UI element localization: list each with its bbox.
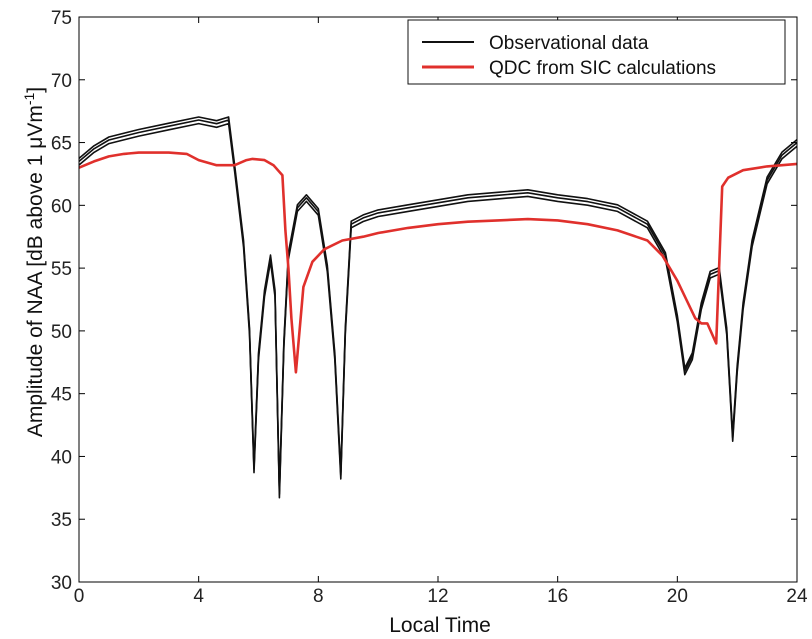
legend-label-observed: Observational data: [489, 33, 649, 54]
y-tick-label: 40: [51, 447, 72, 468]
legend-label-qdc: QDC from SIC calculations: [489, 58, 716, 79]
plot-frame: [78, 16, 798, 583]
series-line-observed-trace-3: [78, 122, 798, 499]
y-axis-title: Amplitude of NAA [dB above 1 μVm-1]: [21, 87, 47, 437]
plot-area: [78, 116, 798, 499]
legend-box: [407, 19, 786, 85]
x-tick-label: 4: [193, 586, 204, 607]
x-axis-title: Local Time: [389, 614, 491, 637]
x-tick-label: 12: [427, 586, 448, 607]
y-tick-label: 70: [51, 71, 72, 92]
y-axis-title-main: Amplitude of NAA [dB above 1 μVm: [24, 105, 47, 437]
y-tick-label: 35: [51, 510, 72, 531]
legend: Observational data QDC from SIC calculat…: [407, 19, 786, 85]
axes: 0 4 8 12 16 20 24 30 35 40 45 50 55 60 65 70 75: [51, 8, 808, 607]
y-tick-label: 60: [51, 196, 72, 217]
x-tick-label: 8: [313, 586, 324, 607]
y-tick-label: 65: [51, 134, 72, 155]
x-tick-label: 20: [667, 586, 688, 607]
y-tick-label: 30: [51, 573, 72, 594]
y-axis-title-superscript: -1: [21, 93, 37, 106]
y-tick-label: 50: [51, 322, 72, 343]
y-tick-label: 75: [51, 8, 72, 29]
x-tick-label: 0: [74, 586, 85, 607]
x-tick-label: 16: [547, 586, 568, 607]
series-line-qdc: [78, 151, 798, 374]
y-tick-label: 55: [51, 259, 72, 280]
x-tick-label: 24: [786, 586, 808, 607]
y-axis-title-close: ]: [24, 87, 47, 93]
y-tick-label: 45: [51, 385, 72, 406]
